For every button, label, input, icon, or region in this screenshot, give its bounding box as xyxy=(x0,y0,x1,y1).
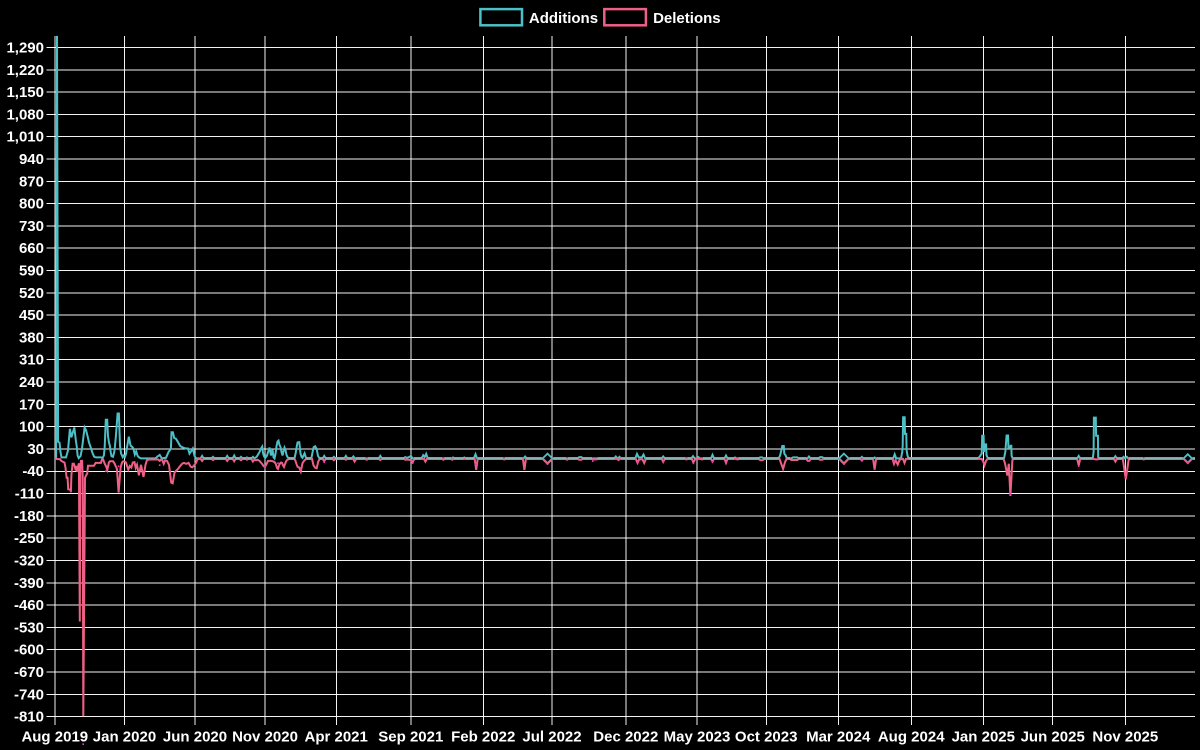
svg-text:660: 660 xyxy=(19,240,44,257)
svg-text:380: 380 xyxy=(19,329,44,346)
svg-text:Sep 2021: Sep 2021 xyxy=(378,729,443,746)
svg-text:-670: -670 xyxy=(14,664,44,681)
svg-text:-250: -250 xyxy=(14,530,44,547)
svg-text:Aug 2019: Aug 2019 xyxy=(21,729,88,746)
svg-text:-390: -390 xyxy=(14,575,44,592)
svg-text:240: 240 xyxy=(19,374,44,391)
svg-text:730: 730 xyxy=(19,218,44,235)
svg-text:450: 450 xyxy=(19,307,44,324)
svg-text:Jun 2025: Jun 2025 xyxy=(1021,729,1085,746)
svg-text:-180: -180 xyxy=(14,508,44,525)
svg-text:Deletions: Deletions xyxy=(653,10,721,27)
svg-text:May 2023: May 2023 xyxy=(664,729,731,746)
svg-text:170: 170 xyxy=(19,396,44,413)
svg-text:-530: -530 xyxy=(14,619,44,636)
svg-text:940: 940 xyxy=(19,151,44,168)
svg-text:100: 100 xyxy=(19,419,44,436)
svg-text:Additions: Additions xyxy=(529,10,598,27)
svg-text:-110: -110 xyxy=(15,486,44,503)
svg-text:Feb 2022: Feb 2022 xyxy=(451,729,515,746)
svg-text:Jan 2020: Jan 2020 xyxy=(93,729,156,746)
svg-text:Jun 2020: Jun 2020 xyxy=(163,729,227,746)
svg-text:-740: -740 xyxy=(14,686,44,703)
svg-text:-810: -810 xyxy=(14,709,44,726)
svg-text:Nov 2020: Nov 2020 xyxy=(232,729,298,746)
svg-text:-600: -600 xyxy=(14,642,44,659)
svg-text:870: 870 xyxy=(19,173,44,190)
svg-text:Apr 2021: Apr 2021 xyxy=(305,729,368,746)
svg-text:-460: -460 xyxy=(14,597,44,614)
svg-text:1,080: 1,080 xyxy=(6,106,44,123)
svg-text:800: 800 xyxy=(19,196,44,213)
svg-text:Mar 2024: Mar 2024 xyxy=(806,729,871,746)
svg-text:Dec 2022: Dec 2022 xyxy=(593,729,658,746)
svg-text:1,290: 1,290 xyxy=(6,40,44,57)
svg-text:1,150: 1,150 xyxy=(6,84,44,101)
svg-text:310: 310 xyxy=(19,352,44,369)
svg-text:1,220: 1,220 xyxy=(6,62,44,79)
svg-text:520: 520 xyxy=(19,285,44,302)
svg-text:-40: -40 xyxy=(22,463,44,480)
svg-text:Oct 2023: Oct 2023 xyxy=(735,729,798,746)
svg-text:Nov 2025: Nov 2025 xyxy=(1092,729,1158,746)
svg-text:590: 590 xyxy=(19,263,44,280)
svg-text:-320: -320 xyxy=(14,553,44,570)
svg-text:1,010: 1,010 xyxy=(6,129,44,146)
svg-text:Aug 2024: Aug 2024 xyxy=(878,729,945,746)
svg-text:30: 30 xyxy=(27,441,44,458)
svg-text:Jan 2025: Jan 2025 xyxy=(952,729,1015,746)
svg-text:Jul 2022: Jul 2022 xyxy=(522,729,581,746)
